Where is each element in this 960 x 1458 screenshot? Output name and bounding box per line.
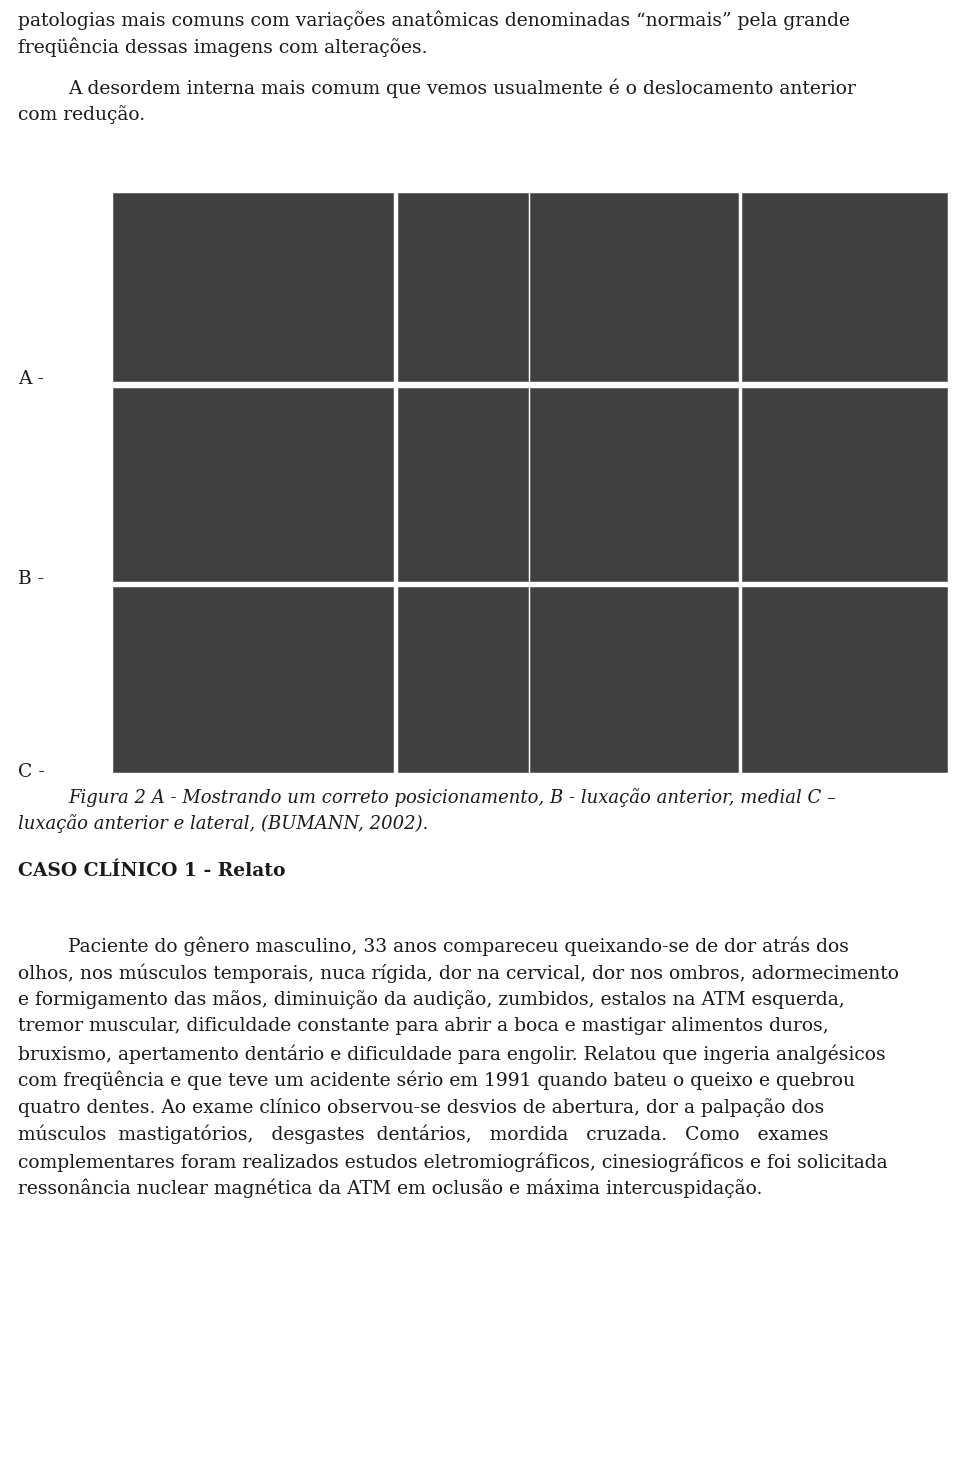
Text: Paciente do gênero masculino, 33 anos compareceu queixando-se de dor atrás dos: Paciente do gênero masculino, 33 anos co… <box>68 936 849 955</box>
Text: ressonância nuclear magnética da ATM em oclusão e máxima intercuspidação.: ressonância nuclear magnética da ATM em … <box>18 1180 762 1198</box>
Text: A desordem interna mais comum que vemos usualmente é o deslocamento anterior: A desordem interna mais comum que vemos … <box>68 77 856 98</box>
Text: complementares foram realizados estudos eletromiográficos, cinesiográficos e foi: complementares foram realizados estudos … <box>18 1152 888 1171</box>
Text: A -: A - <box>18 370 44 388</box>
Text: com freqüência e que teve um acidente sério em 1991 quando bateu o queixo e queb: com freqüência e que teve um acidente sé… <box>18 1072 855 1091</box>
Bar <box>742 388 947 580</box>
Bar <box>398 192 528 381</box>
Text: olhos, nos músculos temporais, nuca rígida, dor na cervical, dor nos ombros, ado: olhos, nos músculos temporais, nuca rígi… <box>18 962 899 983</box>
Text: freqüência dessas imagens com alterações.: freqüência dessas imagens com alterações… <box>18 36 427 57</box>
Text: Figura 2 A - Mostrando um correto posicionamento, B - luxação anterior, medial C: Figura 2 A - Mostrando um correto posici… <box>68 787 836 806</box>
Bar <box>530 192 738 381</box>
Text: bruxismo, apertamento dentário e dificuldade para engolir. Relatou que ingeria a: bruxismo, apertamento dentário e dificul… <box>18 1044 886 1063</box>
Text: B -: B - <box>18 570 44 588</box>
Text: músculos  mastigatórios,   desgastes  dentários,   mordida   cruzada.   Como   e: músculos mastigatórios, desgastes dentár… <box>18 1126 828 1145</box>
Text: CASO CLÍNICO 1 - Relato: CASO CLÍNICO 1 - Relato <box>18 862 285 881</box>
Text: C -: C - <box>18 763 45 781</box>
Text: quatro dentes. Ao exame clínico observou-se desvios de abertura, dor a palpação : quatro dentes. Ao exame clínico observou… <box>18 1098 825 1117</box>
Text: patologias mais comuns com variações anatômicas denominadas “normais” pela grand: patologias mais comuns com variações ana… <box>18 10 850 29</box>
Bar <box>530 588 738 771</box>
Bar <box>742 192 947 381</box>
Bar <box>530 388 738 580</box>
Bar <box>113 192 393 381</box>
Text: luxação anterior e lateral, (BUMANN, 2002).: luxação anterior e lateral, (BUMANN, 200… <box>18 814 428 833</box>
Text: tremor muscular, dificuldade constante para abrir a boca e mastigar alimentos du: tremor muscular, dificuldade constante p… <box>18 1018 828 1035</box>
Text: com redução.: com redução. <box>18 105 145 124</box>
Bar <box>113 588 393 771</box>
Bar <box>398 588 528 771</box>
Bar <box>398 388 528 580</box>
Bar <box>742 588 947 771</box>
Bar <box>113 388 393 580</box>
Text: e formigamento das mãos, diminuição da audição, zumbidos, estalos na ATM esquerd: e formigamento das mãos, diminuição da a… <box>18 990 845 1009</box>
